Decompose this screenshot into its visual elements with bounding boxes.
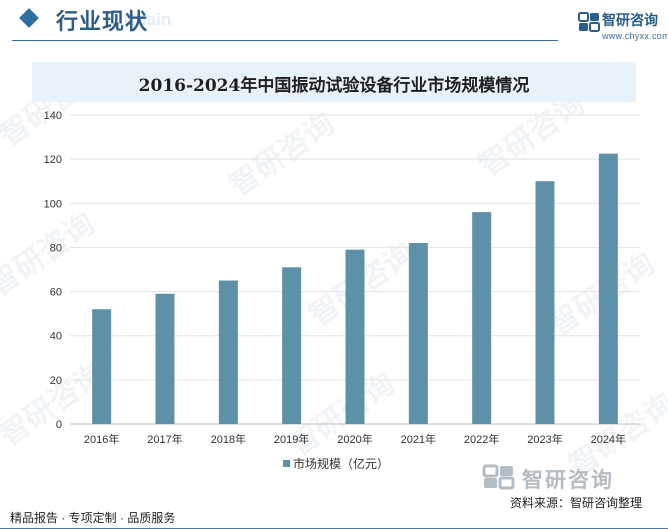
- x-tick-label: 2022年: [464, 432, 499, 446]
- x-tick-label: 2017年: [147, 432, 182, 446]
- chart-title-band: 2016-2024年中国振动试验设备行业市场规模情况: [32, 62, 636, 102]
- y-tick-label: 40: [50, 331, 62, 343]
- footer-bar: 精品报告 · 专项定制 · 品质服务: [0, 500, 668, 529]
- header-divider: [12, 40, 558, 41]
- y-tick-label: 140: [44, 110, 62, 122]
- x-tick-label: 2021年: [401, 432, 436, 446]
- brand-logo-block: 智研咨询 www.chyxx.com: [578, 10, 668, 44]
- y-tick-label: 100: [44, 198, 62, 210]
- x-tick-label: 2020年: [337, 432, 372, 446]
- brand-logo-icon: [578, 12, 600, 32]
- footer-logo-name: 智研咨询: [522, 469, 614, 492]
- source-note: 资料来源：智研咨询整理: [510, 496, 643, 510]
- x-tick-label: 2018年: [211, 432, 246, 446]
- bar: [345, 249, 365, 424]
- x-tick-label: 2024年: [591, 432, 626, 446]
- footer-logo: 智研咨询: [482, 464, 662, 492]
- y-tick-label: 60: [50, 287, 62, 299]
- x-tick-label: 2019年: [274, 432, 309, 446]
- bar: [535, 181, 555, 424]
- header: Chain 行业现状 智研咨询 www.chyxx.com: [0, 0, 668, 44]
- x-tick-label: 2016年: [84, 432, 119, 446]
- bar-chart: 0 20 40 60 80 100 120 140 2016年 2017年 2018年 2019年 20…: [44, 110, 640, 471]
- y-tick-label: 120: [44, 154, 62, 166]
- y-tick-label: 20: [50, 375, 62, 387]
- legend-swatch: [283, 460, 290, 467]
- bar: [155, 293, 175, 424]
- footer-slogan: 精品报告 · 专项定制 · 品质服务: [10, 511, 176, 525]
- brand-name: 智研咨询: [602, 12, 658, 28]
- x-tick-label: 2023年: [527, 432, 562, 446]
- header-ghost-word: Chain: [124, 10, 172, 29]
- legend-label: 市场规模（亿元）: [293, 456, 389, 471]
- bar: [472, 212, 492, 424]
- bar: [408, 243, 428, 424]
- y-tick-label: 80: [50, 242, 62, 254]
- brand-url: www.chyxx.com: [602, 31, 668, 41]
- section-title: 行业现状: [56, 9, 149, 34]
- y-tick-label: 0: [56, 419, 62, 431]
- chart-title: 2016-2024年中国振动试验设备行业市场规模情况: [138, 76, 530, 96]
- footer-logo-icon: [482, 464, 515, 490]
- bar: [218, 280, 238, 424]
- bar: [92, 309, 112, 424]
- bar: [598, 153, 618, 424]
- bar: [282, 267, 302, 424]
- diamond-icon: [19, 8, 39, 28]
